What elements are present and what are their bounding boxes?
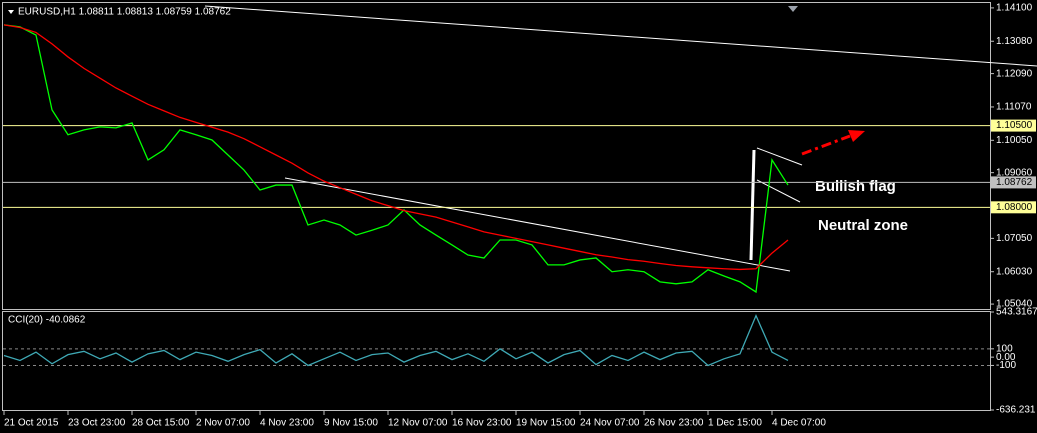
series-line (3, 313, 789, 367)
annotation: Neutral zone (818, 217, 908, 234)
marker (788, 6, 798, 12)
level-label: 1.08000 (996, 202, 1033, 213)
x-tick-label: 4 Dec 07:00 (772, 418, 826, 429)
flag-line (756, 147, 803, 166)
x-tick-label: 4 Nov 23:00 (260, 418, 314, 429)
chart-title: EURUSD,H1 1.08811 1.08813 1.08759 1.0876… (18, 7, 231, 18)
level-label-box (991, 201, 1036, 214)
arrow-head (848, 130, 865, 142)
x-tick-label: 12 Nov 07:00 (388, 418, 448, 429)
trendline (284, 177, 791, 272)
y-tick-label: -636.231 (996, 405, 1036, 416)
series-line (3, 24, 789, 271)
indicator-title: CCI(20) -40.0862 (8, 315, 86, 326)
x-tick-label: 16 Nov 23:00 (452, 418, 512, 429)
x-tick-label: 1 Dec 15:00 (708, 418, 762, 429)
level-label-box (991, 176, 1036, 189)
x-tick-label: 9 Nov 15:00 (324, 418, 378, 429)
x-tick-label: 19 Nov 15:00 (516, 418, 576, 429)
level-label: 1.10500 (996, 120, 1033, 131)
price-frame (2, 2, 991, 310)
y-tick-label: 1.09060 (996, 167, 1033, 178)
y-tick-label: 1.10050 (996, 135, 1033, 146)
level-label-box (991, 119, 1036, 132)
y-tick-label: 543.3167 (996, 307, 1037, 318)
y-tick-label: 1.13080 (996, 36, 1033, 47)
y-tick-label: 1.05040 (996, 299, 1033, 310)
y-tick-label: 1.07050 (996, 233, 1033, 244)
y-tick-label: 100 (996, 343, 1013, 354)
y-tick-label: -100 (996, 360, 1016, 371)
annotation: Bullish flag (815, 178, 896, 195)
menu-icon (8, 10, 14, 14)
flag-line (756, 179, 801, 203)
y-tick-label: 0.00 (996, 352, 1016, 363)
x-tick-label: 2 Nov 07:00 (196, 418, 250, 429)
x-tick-label: 24 Nov 07:00 (580, 418, 640, 429)
flag-pole (749, 149, 756, 261)
y-tick-label: 1.14100 (996, 3, 1033, 14)
x-tick-label: 23 Oct 23:00 (68, 418, 126, 429)
trendline (204, 5, 1037, 67)
level-label: 1.08762 (996, 177, 1033, 188)
x-tick-label: 26 Nov 23:00 (644, 418, 704, 429)
series-line (3, 24, 789, 294)
y-tick-label: 1.12090 (996, 68, 1033, 79)
cci-frame (2, 311, 991, 411)
y-tick-label: 1.06030 (996, 266, 1033, 277)
x-tick-label: 28 Oct 15:00 (132, 418, 190, 429)
arrow (801, 134, 851, 156)
y-tick-label: 1.11070 (996, 102, 1032, 113)
x-tick-label: 21 Oct 2015 (4, 418, 59, 429)
